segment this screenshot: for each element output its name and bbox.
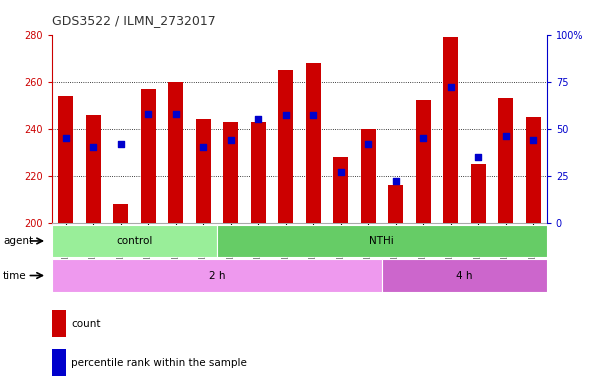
Bar [196, 119, 211, 223]
Point [309, 113, 318, 119]
Point [529, 137, 538, 143]
Point [336, 169, 346, 175]
Bar [52, 259, 382, 292]
Bar [86, 114, 101, 223]
Text: count: count [71, 319, 100, 329]
Text: agent: agent [3, 236, 33, 246]
Bar [498, 98, 513, 223]
Bar [58, 96, 73, 223]
Text: GDS3522 / ILMN_2732017: GDS3522 / ILMN_2732017 [52, 14, 216, 27]
Point [446, 84, 456, 90]
Bar [113, 204, 128, 223]
Bar [360, 129, 376, 223]
Text: control: control [116, 236, 153, 246]
Point [61, 135, 71, 141]
Point [474, 154, 483, 160]
Bar [52, 225, 217, 257]
Bar [217, 225, 547, 257]
Bar [52, 349, 66, 376]
Bar [443, 37, 458, 223]
Point [501, 133, 511, 139]
Bar [333, 157, 348, 223]
Point [281, 113, 291, 119]
Point [116, 141, 126, 147]
Bar [168, 82, 183, 223]
Point [391, 178, 401, 184]
Text: percentile rank within the sample: percentile rank within the sample [71, 358, 247, 368]
Point [254, 116, 263, 122]
Bar [415, 101, 431, 223]
Bar [251, 122, 266, 223]
Bar [470, 164, 486, 223]
Point [89, 144, 98, 151]
Text: NTHi: NTHi [370, 236, 394, 246]
Text: time: time [3, 270, 27, 281]
Bar [278, 70, 293, 223]
Bar [525, 117, 541, 223]
Point [363, 141, 373, 147]
Bar [388, 185, 403, 223]
Point [198, 144, 208, 151]
Bar [306, 63, 321, 223]
Bar [52, 310, 66, 337]
Point [418, 135, 428, 141]
Point [171, 111, 181, 117]
Text: 4 h: 4 h [456, 270, 473, 281]
Point [144, 111, 153, 117]
Bar [223, 122, 238, 223]
Bar [382, 259, 547, 292]
Point [226, 137, 236, 143]
Text: 2 h: 2 h [208, 270, 225, 281]
Bar [141, 89, 156, 223]
